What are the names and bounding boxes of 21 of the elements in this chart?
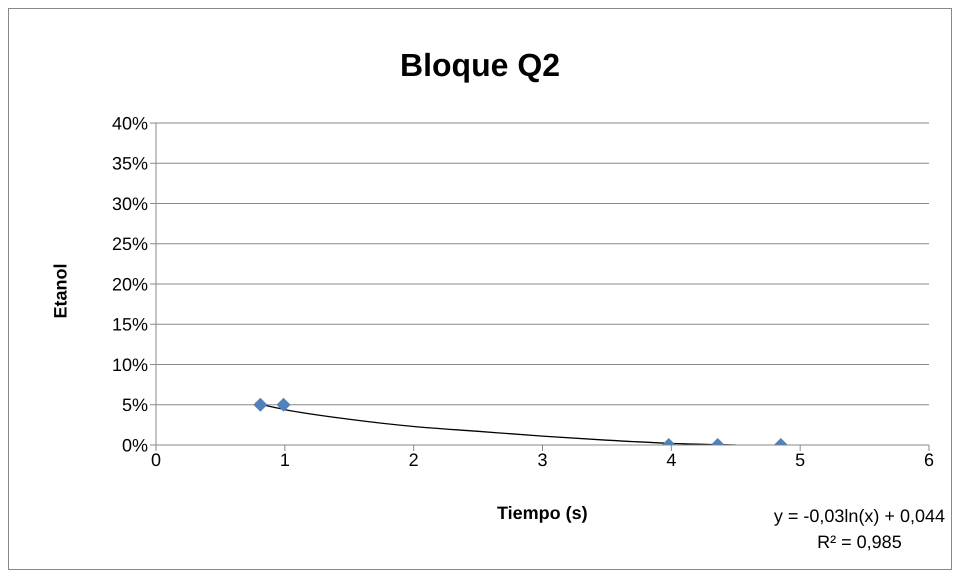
- y-tick-label: 40%: [112, 113, 148, 134]
- y-tick-label: 0%: [122, 435, 148, 456]
- text: y = -0,03ln(x) + 0,044: [774, 505, 945, 528]
- x-tick-label: 1: [280, 450, 290, 470]
- y-tick-label: 5%: [122, 395, 148, 416]
- x-tick-label: 0: [150, 450, 162, 470]
- x-tick-label: 3: [537, 450, 548, 470]
- text: R² = 0,985: [816, 531, 903, 554]
- y-axis-title: Etanol: [50, 263, 72, 319]
- x-tick-label: 5: [795, 450, 806, 470]
- x-tick-label: 4: [666, 450, 676, 470]
- y-tick-label: 25%: [112, 234, 148, 254]
- x-axis-title: Tiempo (s): [497, 503, 588, 524]
- y-tick-label: 10%: [112, 354, 148, 375]
- y-tick-label: 30%: [112, 194, 148, 214]
- chart-title: Bloque Q2: [398, 47, 561, 84]
- x-tick-label: 2: [408, 450, 419, 470]
- y-tick-label: 20%: [112, 274, 148, 294]
- y-tick-label: 35%: [112, 154, 148, 174]
- x-tick-label: 6: [924, 450, 934, 470]
- y-tick-label: 15%: [112, 314, 148, 335]
